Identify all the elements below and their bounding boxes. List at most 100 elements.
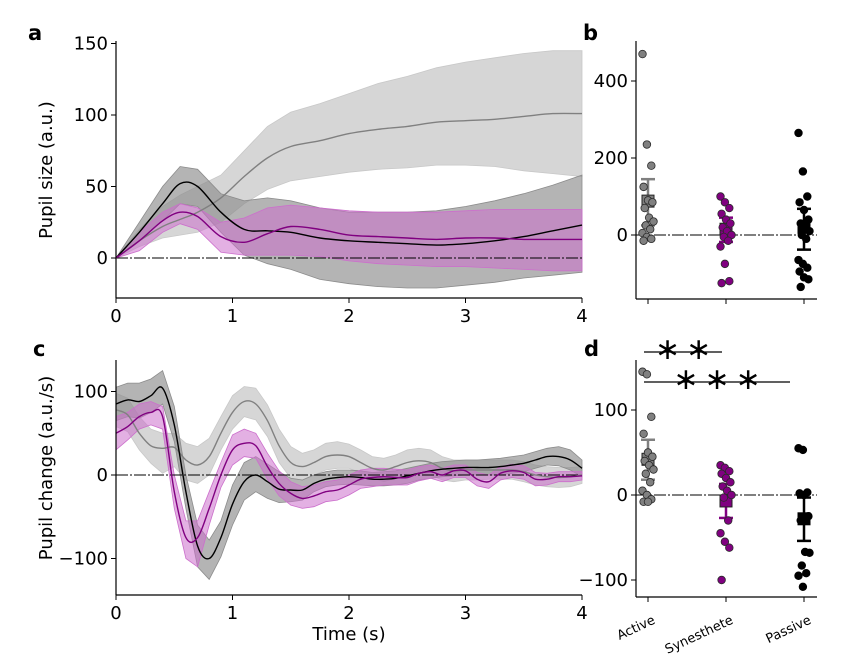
category-label: Active	[615, 613, 658, 644]
y-tick-label: −100	[579, 570, 628, 591]
data-point	[720, 537, 730, 546]
x-tick-label: 2	[343, 306, 354, 327]
data-point	[794, 571, 803, 580]
data-point	[643, 497, 653, 506]
panel-d-group-active	[638, 367, 658, 506]
panel-c-line-synesthete	[115, 408, 583, 544]
panel-c-band-synesthete	[115, 401, 583, 568]
data-point	[725, 467, 734, 476]
data-point	[720, 198, 730, 207]
data-point	[724, 236, 733, 245]
data-point	[716, 242, 725, 251]
data-point	[798, 167, 808, 176]
data-point	[719, 493, 728, 502]
data-point	[639, 182, 648, 192]
data-point	[805, 548, 814, 557]
panel-b-ticks: 0 200 400	[594, 71, 805, 304]
data-point	[716, 192, 725, 201]
data-point	[639, 429, 648, 438]
panel-c-ticks: 0 1 2 3 4 −100 0 100	[59, 382, 588, 625]
data-point	[795, 267, 804, 276]
data-point	[795, 198, 804, 207]
data-point	[802, 569, 811, 578]
x-tick-label: 0	[110, 603, 121, 624]
panel-d-group-passive	[794, 444, 814, 591]
data-point	[646, 225, 655, 234]
y-tick-label: 200	[594, 148, 628, 169]
data-point	[720, 259, 730, 269]
panel-d-pupil-change-summary: Active Synesthete Passive −100 0 100 ∗ ∗∗ ∗ ∗	[579, 332, 817, 658]
data-point	[716, 529, 725, 538]
y-tick-label: 0	[617, 225, 628, 246]
data-point	[803, 263, 812, 272]
data-point	[805, 226, 814, 236]
panel-c-y-label: Pupil change (a.u./s)	[36, 376, 57, 560]
y-tick-label: 0	[97, 465, 108, 486]
data-point	[797, 561, 806, 570]
data-point	[642, 370, 652, 379]
data-point	[727, 490, 736, 500]
panel-letter-b: b	[583, 21, 598, 45]
panel-a-ticks: 0 1 2 3 4 0 50 100 150	[74, 34, 588, 328]
x-tick-label: 1	[227, 306, 238, 327]
panel-d-group-synesthete	[716, 461, 736, 585]
panel-letter-c: c	[33, 337, 45, 361]
panel-c-pupil-change: 0 1 2 3 4 −100 0 100 Pupil change (a.u./s) Time…	[36, 360, 588, 645]
x-tick-label: 1	[227, 603, 238, 624]
x-tick-label: 3	[460, 306, 471, 327]
data-point	[646, 478, 655, 487]
panel-a-plot-area	[114, 50, 583, 289]
panel-d-plot-area	[636, 367, 817, 591]
panel-c-x-label: Time (s)	[311, 624, 385, 645]
data-point	[804, 512, 813, 521]
data-point	[642, 140, 652, 149]
y-tick-label: 150	[74, 34, 108, 55]
y-tick-label: 0	[97, 248, 108, 269]
data-point	[647, 412, 656, 421]
data-point	[799, 490, 809, 500]
data-point	[796, 516, 805, 525]
data-point	[726, 478, 735, 487]
data-point	[647, 161, 656, 170]
data-point	[640, 203, 649, 213]
panel-a-pupil-size: 0 1 2 3 4 0 50 100 150 Pupil size (a.u.)	[36, 34, 588, 328]
data-point	[641, 469, 650, 478]
y-tick-label: −100	[59, 549, 108, 570]
data-point	[799, 205, 809, 215]
data-point	[798, 445, 808, 455]
significance-label: ∗ ∗	[655, 332, 711, 367]
data-point	[794, 128, 803, 138]
panel-b-pupil-size-summary: 0 200 400	[594, 41, 817, 304]
data-point	[724, 516, 733, 525]
panel-d-ticks: Active Synesthete Passive −100 0 100	[579, 400, 814, 658]
panel-c-line-passive	[115, 386, 583, 560]
category-label: Passive	[764, 613, 814, 647]
category-label: Synesthete	[663, 613, 736, 658]
panel-b-group-passive	[794, 128, 814, 292]
data-point	[647, 234, 656, 244]
panel-a-line-synesthete	[115, 211, 582, 259]
y-tick-label: 100	[74, 382, 108, 403]
panel-a-y-label: Pupil size (a.u.)	[36, 101, 57, 239]
y-tick-label: 100	[594, 400, 628, 421]
data-point	[798, 582, 808, 591]
y-tick-label: 100	[74, 105, 108, 126]
panel-d-significance-bars: ∗ ∗∗ ∗ ∗	[644, 332, 790, 397]
x-tick-label: 4	[576, 306, 587, 327]
data-point	[725, 543, 734, 552]
data-point	[804, 275, 813, 284]
x-tick-label: 3	[460, 603, 471, 624]
data-point	[725, 277, 734, 286]
significance-label: ∗ ∗ ∗	[673, 362, 760, 397]
data-point	[717, 209, 726, 219]
data-point	[638, 49, 647, 59]
data-point	[726, 219, 735, 228]
y-tick-label: 400	[594, 71, 628, 92]
panel-a-band-synesthete	[114, 203, 583, 272]
panel-b-group-synesthete	[716, 192, 736, 288]
data-point	[717, 575, 726, 585]
panel-c-plot-area	[115, 369, 583, 581]
panel-c-line-active	[115, 400, 583, 479]
data-point	[649, 217, 658, 226]
y-tick-label: 0	[617, 485, 628, 506]
